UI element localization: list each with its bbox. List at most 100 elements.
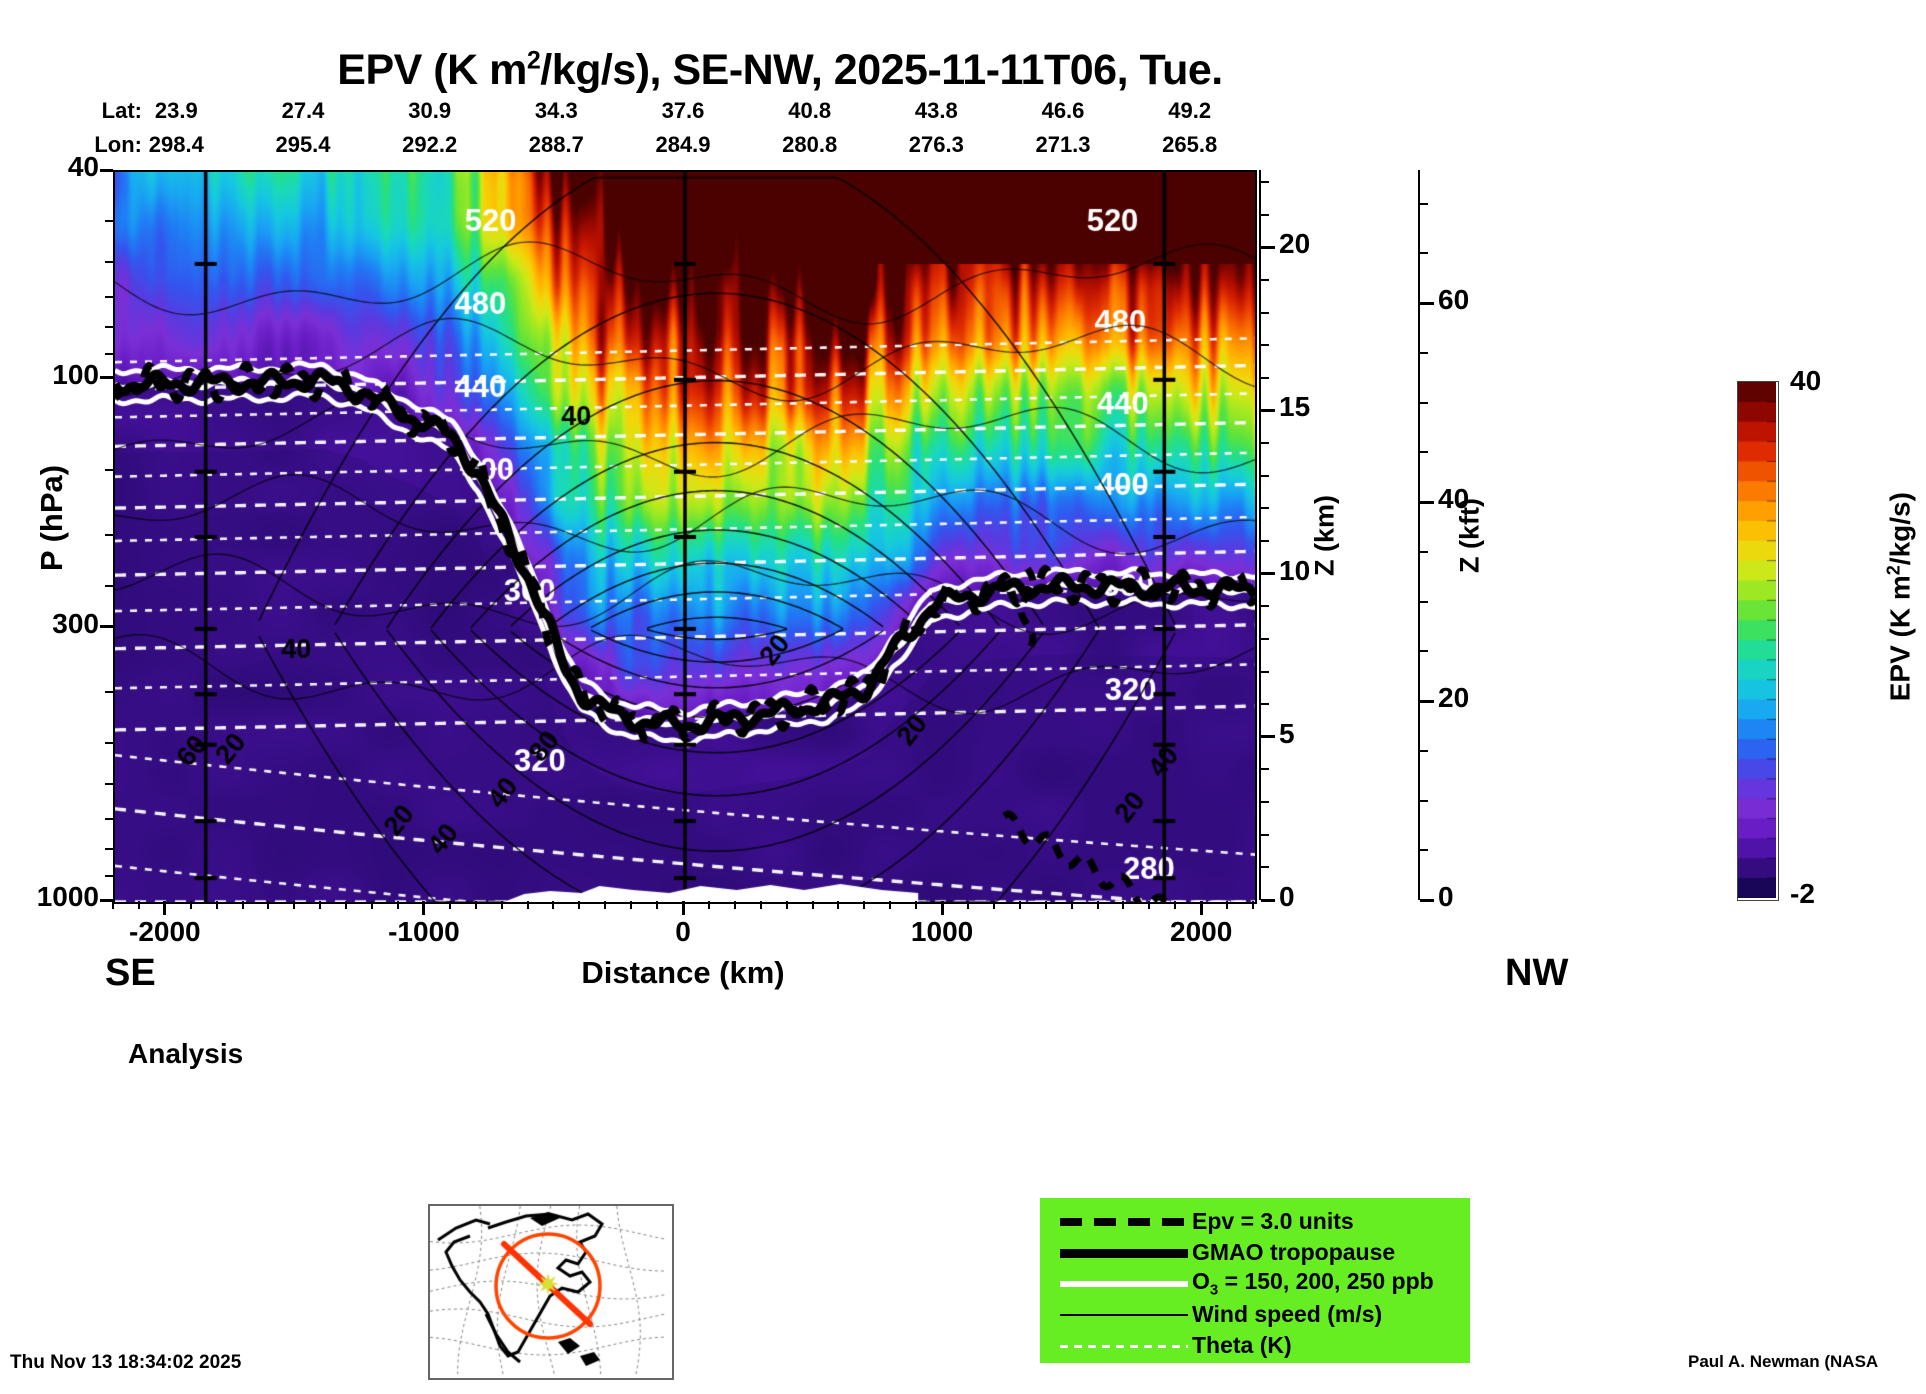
zkft-minor-tick — [1420, 799, 1428, 802]
y-tick-mark — [100, 625, 113, 629]
epv-dashed-swatch — [1056, 1209, 1192, 1235]
x-minor-tick — [837, 901, 840, 909]
y-tick-pressure: 1000 — [36, 881, 99, 912]
y-minor-tick — [105, 260, 113, 263]
latitude-value: 27.4 — [281, 98, 325, 123]
longitude-label: Lon: — [94, 132, 142, 157]
longitude-value: 298.4 — [148, 132, 204, 157]
epv-heatmap-canvas — [115, 172, 1255, 902]
x-minor-tick — [707, 901, 710, 909]
y-tick-pressure: 100 — [52, 358, 99, 390]
direction-label-se: SE — [105, 952, 156, 994]
y-tick-mark — [100, 376, 113, 380]
longitude-value: 288.7 — [528, 132, 584, 157]
zkm-minor-tick — [1261, 507, 1269, 510]
zkft-minor-tick — [1420, 700, 1428, 703]
x-tick-distance: 0 — [675, 916, 691, 947]
x-minor-tick — [397, 901, 399, 909]
zkm-minor-tick — [1261, 605, 1269, 608]
legend-item: Epv = 3.0 units — [1040, 1206, 1470, 1237]
y-minor-tick — [105, 326, 113, 329]
latitude-value: 49.2 — [1168, 98, 1212, 123]
zkft-minor-tick — [1420, 650, 1428, 653]
x-minor-tick — [1252, 901, 1254, 909]
latitude-value: 46.6 — [1041, 98, 1085, 123]
x-minor-tick — [941, 901, 944, 909]
longitude-value: 295.4 — [275, 132, 331, 157]
x-minor-tick — [1122, 901, 1125, 909]
author-credit: Paul A. Newman (NASA — [1688, 1352, 1879, 1371]
legend-item: GMAO tropopause — [1040, 1237, 1470, 1268]
zkm-minor-tick — [1261, 670, 1269, 673]
x-minor-tick — [1226, 901, 1229, 909]
zkm-minor-tick — [1261, 180, 1269, 183]
longitude-value: 280.8 — [782, 132, 838, 157]
x-minor-tick — [630, 901, 633, 909]
x-minor-tick — [189, 901, 192, 909]
y-minor-tick — [105, 741, 113, 744]
x-minor-tick — [1044, 901, 1047, 909]
x-minor-tick — [526, 901, 529, 909]
x-minor-tick — [811, 901, 814, 909]
x-minor-tick — [500, 901, 503, 909]
x-minor-tick — [163, 901, 166, 909]
y-tick-zkm: 20 — [1279, 228, 1311, 260]
x-minor-tick — [992, 901, 995, 909]
inset-map-canvas — [430, 1206, 668, 1374]
x-minor-tick — [293, 901, 296, 909]
y-minor-tick — [105, 875, 113, 878]
latitude-value: 37.6 — [661, 98, 705, 123]
y-minor-tick — [105, 468, 113, 471]
y-tick-zkft: 0 — [1438, 881, 1454, 912]
ozone-swatch — [1056, 1271, 1192, 1297]
zkm-minor-tick — [1261, 866, 1269, 869]
x-minor-tick — [422, 901, 425, 909]
colorbar-max-tick: 40 — [1790, 365, 1822, 396]
zkm-minor-tick — [1261, 213, 1269, 216]
x-minor-tick — [656, 901, 659, 909]
x-minor-tick — [448, 901, 451, 909]
theta-swatch — [1056, 1333, 1192, 1359]
zkft-minor-tick — [1420, 849, 1428, 852]
longitude-value: 276.3 — [908, 132, 964, 157]
longitude-row: Lon: 298.4 295.4 292.2 288.7 284.9 280.8 276.3… — [0, 132, 1560, 162]
zkm-minor-tick — [1261, 833, 1269, 836]
direction-label-nw: NW — [1505, 952, 1569, 994]
y-minor-tick — [105, 352, 113, 355]
x-minor-tick — [137, 901, 140, 909]
zkft-axis-line — [1418, 170, 1420, 900]
x-tick-distance: -2000 — [129, 916, 201, 947]
inset-location-map[interactable] — [428, 1204, 674, 1380]
x-minor-tick — [474, 901, 477, 909]
zkft-minor-tick — [1420, 252, 1428, 255]
colorbar — [1737, 381, 1779, 901]
x-axis-distance-label: Distance (km) — [581, 955, 785, 990]
longitude-value: 284.9 — [655, 132, 711, 157]
latitude-value: 40.8 — [788, 98, 832, 123]
x-minor-tick — [112, 901, 114, 909]
x-minor-tick — [1174, 901, 1177, 909]
zkm-minor-tick — [1261, 311, 1269, 314]
legend-label-epv: Epv = 3.0 units — [1192, 1208, 1354, 1234]
x-minor-tick — [759, 901, 762, 909]
y-minor-tick — [105, 818, 113, 821]
y-minor-tick — [105, 783, 113, 786]
x-minor-tick — [1096, 901, 1099, 909]
y-tick-mark — [100, 898, 113, 902]
colorbar-axis-label: EPV (K m2/kg/s) — [1883, 492, 1916, 702]
x-tick-distance: -1000 — [388, 916, 460, 947]
zkm-minor-tick — [1261, 344, 1269, 347]
x-minor-tick — [552, 901, 555, 909]
legend-item: Theta (K) — [1040, 1330, 1470, 1361]
y-tick-zkm: 15 — [1279, 391, 1311, 423]
zkm-minor-tick — [1261, 572, 1269, 575]
x-minor-tick — [371, 901, 374, 909]
tropopause-swatch — [1056, 1240, 1192, 1266]
x-tick-distance: 1000 — [910, 916, 974, 947]
cross-section-plot[interactable] — [113, 170, 1257, 904]
y-minor-tick — [105, 848, 113, 851]
latitude-value: 34.3 — [534, 98, 578, 123]
x-minor-tick — [915, 901, 918, 909]
analysis-mode-label: Analysis — [128, 1038, 244, 1069]
x-minor-tick — [1070, 901, 1073, 909]
